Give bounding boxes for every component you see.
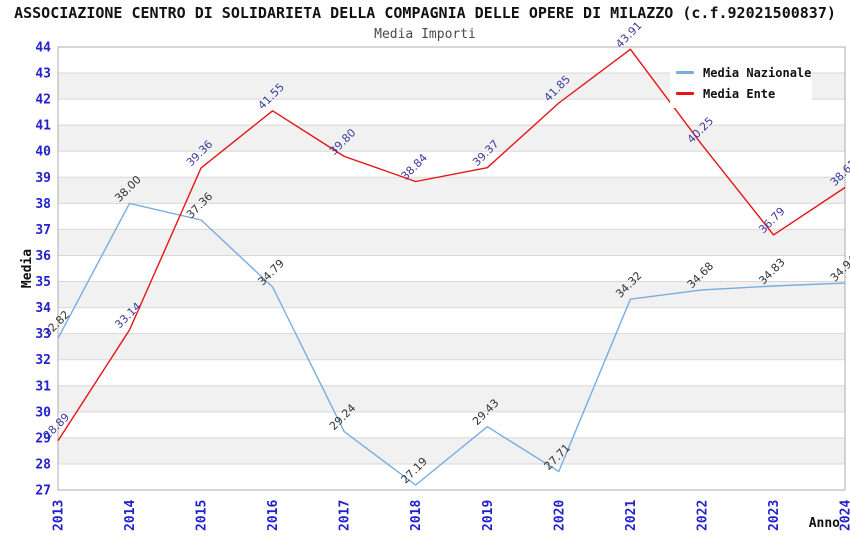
x-tick-label: 2024 (839, 500, 850, 531)
x-tick-label: 2023 (767, 500, 782, 531)
y-tick-label: 34 (35, 301, 51, 316)
media-ente-line-icon (676, 92, 694, 95)
y-tick-label: 39 (35, 171, 51, 186)
x-tick-label: 2018 (409, 500, 424, 531)
y-axis-title: Media (20, 249, 35, 288)
media-nazionale-line-icon (676, 71, 694, 74)
y-tick-label: 36 (35, 249, 51, 264)
series-line-1 (57, 48, 846, 442)
y-tick-label: 30 (35, 405, 51, 420)
x-axis-title: Anno (809, 516, 840, 531)
y-tick-label: 33 (35, 327, 51, 342)
x-tick-label: 2013 (52, 500, 67, 531)
y-tick-label: 31 (35, 379, 51, 394)
x-tick-label: 2016 (266, 500, 281, 531)
x-tick-label: 2017 (338, 500, 353, 531)
legend-label-media-nazionale: Media Nazionale (703, 65, 812, 80)
x-tick-label: 2021 (624, 500, 639, 531)
x-tick-label: 2022 (695, 500, 710, 531)
grid-band (58, 281, 845, 308)
legend-item-media-nazionale: Media Nazionale (676, 62, 812, 83)
y-tick-label: 28 (35, 457, 51, 472)
grid-band (58, 385, 845, 412)
x-tick-label: 2015 (195, 500, 210, 531)
x-tick-label: 2014 (123, 500, 138, 531)
y-tick-label: 27 (35, 484, 51, 499)
grid-band (58, 229, 845, 256)
y-tick-label: 29 (35, 431, 51, 446)
grid-band (58, 437, 845, 464)
y-tick-label: 32 (35, 353, 51, 368)
plot-border (57, 46, 846, 491)
point-label: 34.94 (828, 253, 850, 284)
y-tick-label: 44 (35, 41, 51, 56)
y-tick-label: 40 (35, 145, 51, 160)
series-line-0 (57, 202, 846, 486)
legend-label-media-ente: Media Ente (703, 86, 776, 101)
y-tick-label: 41 (35, 119, 51, 134)
x-tick-label: 2019 (481, 500, 496, 531)
grid-band (58, 177, 845, 204)
y-tick-label: 43 (35, 67, 51, 82)
x-tick-label: 2020 (552, 500, 567, 531)
chart-subtitle: Media Importi (374, 27, 476, 42)
y-tick-label: 35 (35, 275, 51, 290)
legend: Media Nazionale Media Ente (670, 56, 812, 108)
chart-title: ASSOCIAZIONE CENTRO DI SOLIDARIETA DELLA… (14, 4, 836, 22)
grid-band (58, 125, 845, 152)
y-tick-label: 37 (35, 223, 51, 238)
y-tick-label: 42 (35, 93, 51, 108)
y-tick-label: 38 (35, 197, 51, 212)
grid-band (58, 333, 845, 360)
point-label: 38.61 (828, 157, 850, 188)
legend-item-media-ente: Media Ente (676, 83, 812, 104)
